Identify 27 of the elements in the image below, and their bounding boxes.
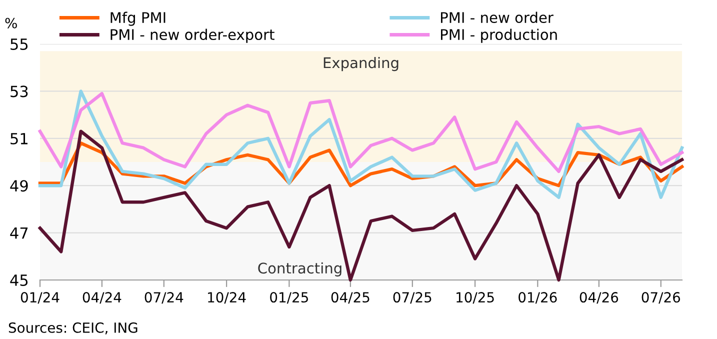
y-axis-title: % [5,18,17,28]
x-tick-label: 04/24 [82,292,122,304]
y-tick-label: 51 [10,133,28,144]
y-tick-label: 47 [10,227,28,239]
x-tick-label: 04/26 [580,292,618,304]
x-tick-label: 07/24 [144,292,184,304]
y-tick-label: 53 [10,86,28,98]
legend-label: PMI - new order [441,12,554,24]
x-tick-label: 07/25 [393,292,432,304]
y-tick-label: 45 [10,274,28,286]
x-tick-label: 01/26 [518,292,557,304]
x-tick-label: 10/24 [208,292,246,304]
y-tick-label: 55 [10,38,28,50]
line-series [38,90,684,199]
x-tick-label: 01/24 [20,292,60,304]
x-tick-label: 07/26 [642,292,680,304]
source-note: Sources: CEIC, ING [8,322,138,334]
legend-label: PMI - production [441,28,557,43]
x-tick-label: 01/25 [270,292,308,304]
legend-label: PMI - new order-export [110,28,274,43]
band-label: Expanding [324,56,398,72]
legend-label: Mfg PMI [110,12,166,26]
band-label: Contracting [258,262,342,276]
x-tick-label: 04/25 [331,292,370,304]
x-tick-label: 10/25 [456,292,494,304]
line-series [38,92,684,174]
y-tick-label: 49 [10,180,28,192]
